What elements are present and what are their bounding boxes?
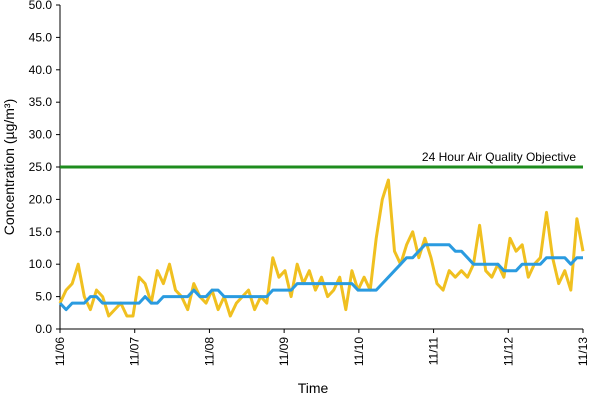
data-line bbox=[58, 178, 585, 318]
y-tick-label: 50.0 bbox=[29, 0, 53, 12]
x-tick-label: 11/08 bbox=[202, 337, 216, 366]
x-tick-label: 11/12 bbox=[501, 337, 515, 366]
y-tick-label: 15.0 bbox=[29, 225, 53, 239]
y-tick-label: 45.0 bbox=[29, 30, 53, 44]
x-tick-label: 11/07 bbox=[128, 337, 142, 366]
y-axis-title: Concentration (µg/m³) bbox=[1, 99, 17, 235]
y-tick-label: 10.0 bbox=[29, 257, 53, 271]
y-tick-label: 5.0 bbox=[35, 290, 52, 304]
data-line bbox=[58, 243, 583, 312]
y-tick-label: 25.0 bbox=[29, 160, 53, 174]
x-tick-label: 11/13 bbox=[576, 337, 590, 366]
x-tick-label: 11/11 bbox=[427, 337, 441, 366]
x-tick-label: 11/09 bbox=[277, 337, 291, 366]
y-tick-label: 0.0 bbox=[35, 322, 52, 336]
y-tick-label: 30.0 bbox=[29, 128, 53, 142]
objective-label: 24 Hour Air Quality Objective bbox=[422, 150, 576, 164]
y-tick-label: 20.0 bbox=[29, 192, 53, 206]
y-tick-label: 35.0 bbox=[29, 95, 53, 109]
y-tick-label: 40.0 bbox=[29, 63, 53, 77]
x-tick-label: 11/10 bbox=[352, 337, 366, 366]
x-axis-title: Time bbox=[298, 380, 329, 396]
x-tick-label: 11/06 bbox=[53, 337, 67, 366]
